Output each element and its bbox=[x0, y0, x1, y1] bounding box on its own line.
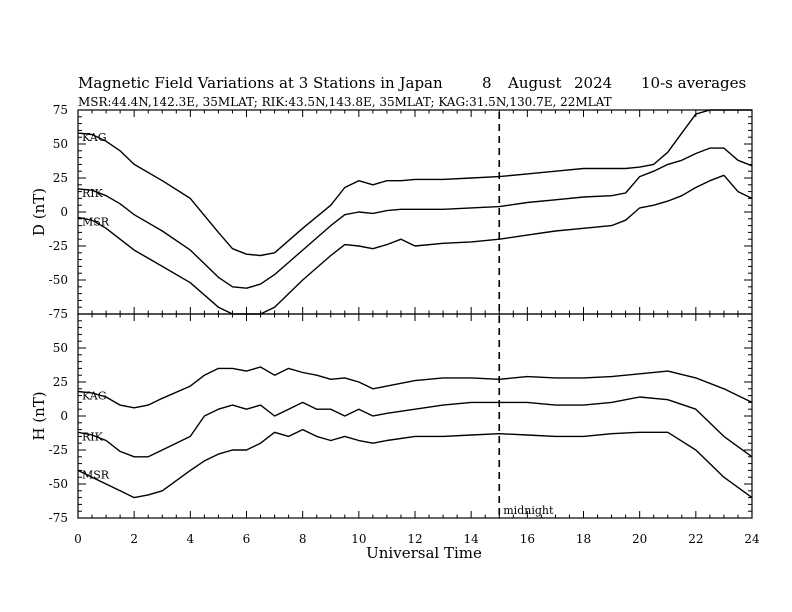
series-line-h-kag bbox=[77, 366, 753, 409]
x-tick-label: 6 bbox=[243, 532, 251, 546]
x-tick-label: 12 bbox=[407, 532, 422, 546]
x-tick-label: 10 bbox=[351, 532, 366, 546]
x-tick-label: 16 bbox=[520, 532, 535, 546]
data-series: KAG RIK MSR KAG RIK MSR bbox=[77, 109, 753, 499]
y-tick-label: -50 bbox=[49, 477, 68, 491]
x-tick-label: 18 bbox=[576, 532, 591, 546]
y-tick-label: 50 bbox=[53, 137, 68, 151]
x-tick-label: 8 bbox=[299, 532, 307, 546]
y-tick-label: -50 bbox=[49, 273, 68, 287]
x-tick-label: 14 bbox=[464, 532, 480, 546]
chart-date-day: 8 bbox=[482, 74, 492, 92]
series-line-h-rik bbox=[77, 396, 753, 458]
axis-ticks: 0 2 4 6 8 10 12 14 16 18 20 22 247550250-25-50-75502… bbox=[49, 103, 760, 546]
x-tick-label: 20 bbox=[632, 532, 647, 546]
chart-date-year: 2024 bbox=[574, 74, 612, 92]
series-label-msr: MSR bbox=[82, 215, 110, 228]
x-axis-label: Universal Time bbox=[366, 544, 482, 562]
series-line-d-msr bbox=[77, 174, 753, 315]
panel-d-frame bbox=[77, 109, 753, 315]
y-tick-label: 25 bbox=[53, 171, 68, 185]
x-tick-label: 0 bbox=[74, 532, 82, 546]
series-line-d-kag bbox=[77, 109, 752, 257]
series-label-rik: RIK bbox=[82, 430, 104, 443]
panel-h-ylabel: H (nT) bbox=[30, 391, 48, 440]
y-tick-label: 0 bbox=[60, 205, 68, 219]
y-tick-label: -75 bbox=[49, 511, 68, 525]
panel-h-frame bbox=[77, 313, 753, 519]
panel-d-ylabel: D (nT) bbox=[30, 188, 48, 236]
series-line-h-msr bbox=[77, 428, 753, 499]
y-tick-label: -25 bbox=[49, 443, 68, 457]
x-tick-label: 4 bbox=[187, 532, 195, 546]
series-label-kag: KAG bbox=[82, 390, 107, 403]
x-tick-label: 22 bbox=[688, 532, 703, 546]
y-tick-label: -75 bbox=[49, 307, 68, 321]
series-label-rik: RIK bbox=[82, 187, 104, 200]
y-tick-label: -25 bbox=[49, 239, 68, 253]
x-tick-label: 24 bbox=[744, 532, 760, 546]
y-tick-label: 75 bbox=[53, 103, 68, 117]
y-tick-label: 25 bbox=[53, 375, 68, 389]
chart-date-month: August bbox=[507, 74, 561, 92]
chart-averaging: 10-s averages bbox=[641, 74, 746, 92]
y-tick-label: 0 bbox=[60, 409, 68, 423]
chart-title: Magnetic Field Variations at 3 Stations … bbox=[78, 74, 443, 92]
series-line-d-rik bbox=[77, 147, 753, 289]
series-label-msr: MSR bbox=[82, 468, 110, 481]
midnight-marker: midnight bbox=[498, 112, 554, 517]
station-coordinates: MSR:44.4N,142.3E, 35MLAT; RIK:43.5N,143.… bbox=[78, 95, 612, 109]
series-label-kag: KAG bbox=[82, 131, 107, 144]
midnight-label: midnight bbox=[503, 504, 554, 517]
y-tick-label: 50 bbox=[53, 341, 68, 355]
x-tick-label: 2 bbox=[130, 532, 138, 546]
